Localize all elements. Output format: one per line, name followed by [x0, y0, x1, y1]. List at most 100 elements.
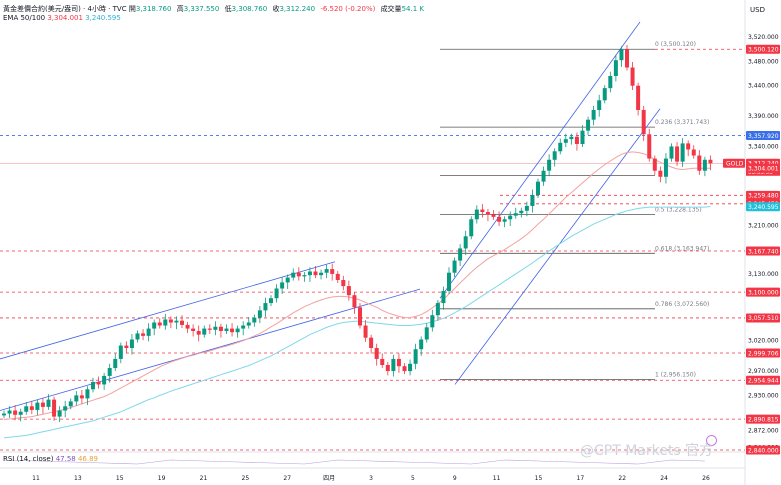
- candle-body: [319, 272, 324, 276]
- low-label: 低: [224, 5, 232, 13]
- candle-body: [68, 401, 73, 407]
- candle-body: [558, 142, 563, 152]
- candle-body: [24, 406, 29, 412]
- ema50-value: 3,304.001: [47, 14, 83, 22]
- candle-body: [419, 339, 424, 350]
- candle-body: [385, 365, 390, 372]
- time-tick-label: 3: [369, 475, 373, 482]
- candle-body: [580, 130, 585, 144]
- candle-body: [7, 410, 12, 414]
- candle-body: [686, 143, 691, 150]
- candle-body: [335, 273, 340, 280]
- high-label: 高: [176, 5, 184, 13]
- candle-body: [358, 307, 362, 326]
- fib-level-label: 0.5 (3,228.135): [655, 206, 702, 213]
- candle-body: [280, 282, 285, 289]
- candle-body: [547, 159, 552, 171]
- time-tick-label: 四月: [323, 475, 335, 482]
- channel-upper-line: [0, 261, 336, 360]
- candle-body: [625, 49, 629, 68]
- time-tick-label: 15: [535, 475, 543, 482]
- price-tick-label: 3,440.000: [748, 83, 779, 90]
- price-tick-label: 3,520.000: [748, 34, 779, 41]
- candle-body: [435, 303, 440, 316]
- price-label-bg: [746, 348, 780, 358]
- fib-level-label: 0.236 (3,371.743): [655, 119, 709, 126]
- candle-body: [102, 375, 107, 385]
- candle-body: [591, 110, 596, 120]
- candle-body: [135, 333, 140, 340]
- watermark-logo-icon: [706, 435, 717, 446]
- time-tick-label: 19: [158, 475, 166, 482]
- price-label: 3,259.480: [748, 193, 779, 200]
- candle-body: [675, 146, 680, 162]
- price-label-bg: [746, 246, 780, 256]
- volume-label: 成交量: [380, 5, 402, 13]
- open-label: 開: [128, 5, 136, 13]
- price-label: 3,167.740: [748, 248, 779, 255]
- fib-level-label: 0.618 (3,163.947): [655, 245, 709, 252]
- price-tick-label: 3,130.000: [748, 271, 779, 278]
- candle-body: [174, 320, 179, 323]
- price-tick-label: 2,872.000: [748, 428, 779, 435]
- candle-body: [146, 328, 151, 336]
- candle-body: [485, 212, 490, 215]
- rsi-line: [3, 459, 705, 465]
- candle-body: [291, 272, 296, 278]
- rsi-value-1: 47.58: [55, 455, 76, 463]
- candle-body: [447, 272, 451, 291]
- price-label: 3,057.510: [748, 315, 779, 322]
- candle-body: [40, 402, 45, 407]
- fib-level-label: 0.786 (3,072.560): [655, 301, 709, 308]
- candle-body: [502, 219, 507, 222]
- candle-body: [469, 219, 474, 237]
- price-label: 2,999.706: [748, 350, 779, 357]
- time-tick-label: 24: [660, 475, 668, 482]
- close-label: 收: [272, 5, 280, 13]
- candle-body: [63, 406, 68, 411]
- candle-body: [569, 136, 574, 140]
- price-label: 2,840.000: [748, 447, 779, 454]
- price-label-bg: [746, 375, 780, 385]
- change-value: -6.520 (-0.20%): [320, 5, 376, 13]
- candle-body: [191, 328, 196, 331]
- candle-body: [263, 303, 268, 311]
- candle-body: [380, 358, 385, 365]
- candle-body: [563, 139, 568, 143]
- price-label: 3,357.920: [748, 133, 779, 140]
- candle-body: [13, 410, 18, 415]
- candle-body: [530, 195, 535, 206]
- candle-body: [185, 324, 190, 329]
- rsi-label: RSI (14, close): [3, 455, 54, 463]
- high-value: 3,337.550: [183, 5, 220, 13]
- candle-body: [424, 327, 429, 340]
- candle-body: [597, 100, 602, 110]
- price-tick-label: 3,340.000: [748, 143, 779, 150]
- candle-body: [107, 368, 112, 376]
- candle-body: [207, 328, 212, 330]
- candle-body: [118, 345, 123, 359]
- time-tick-label: 27: [283, 475, 291, 482]
- candle-body: [57, 410, 62, 417]
- candle-body: [691, 149, 696, 156]
- candle-body: [2, 413, 6, 416]
- price-label-bg: [746, 414, 780, 424]
- candle-body: [474, 209, 479, 220]
- time-tick-label: 25: [242, 475, 250, 482]
- low-value: 3,308.760: [231, 5, 268, 13]
- candle-body: [157, 322, 162, 326]
- candle-body: [302, 275, 307, 277]
- candle-body: [85, 389, 90, 399]
- price-label-bg: [746, 190, 780, 200]
- candle-body: [552, 151, 557, 160]
- candle-body: [79, 395, 84, 399]
- ema100-value: 3,240.595: [85, 14, 121, 22]
- candle-body: [74, 395, 79, 402]
- candle-body: [413, 349, 418, 364]
- candle-body: [458, 248, 463, 261]
- ema100-line: [3, 206, 711, 439]
- candle-body: [113, 358, 118, 369]
- time-tick-label: 26: [702, 475, 710, 482]
